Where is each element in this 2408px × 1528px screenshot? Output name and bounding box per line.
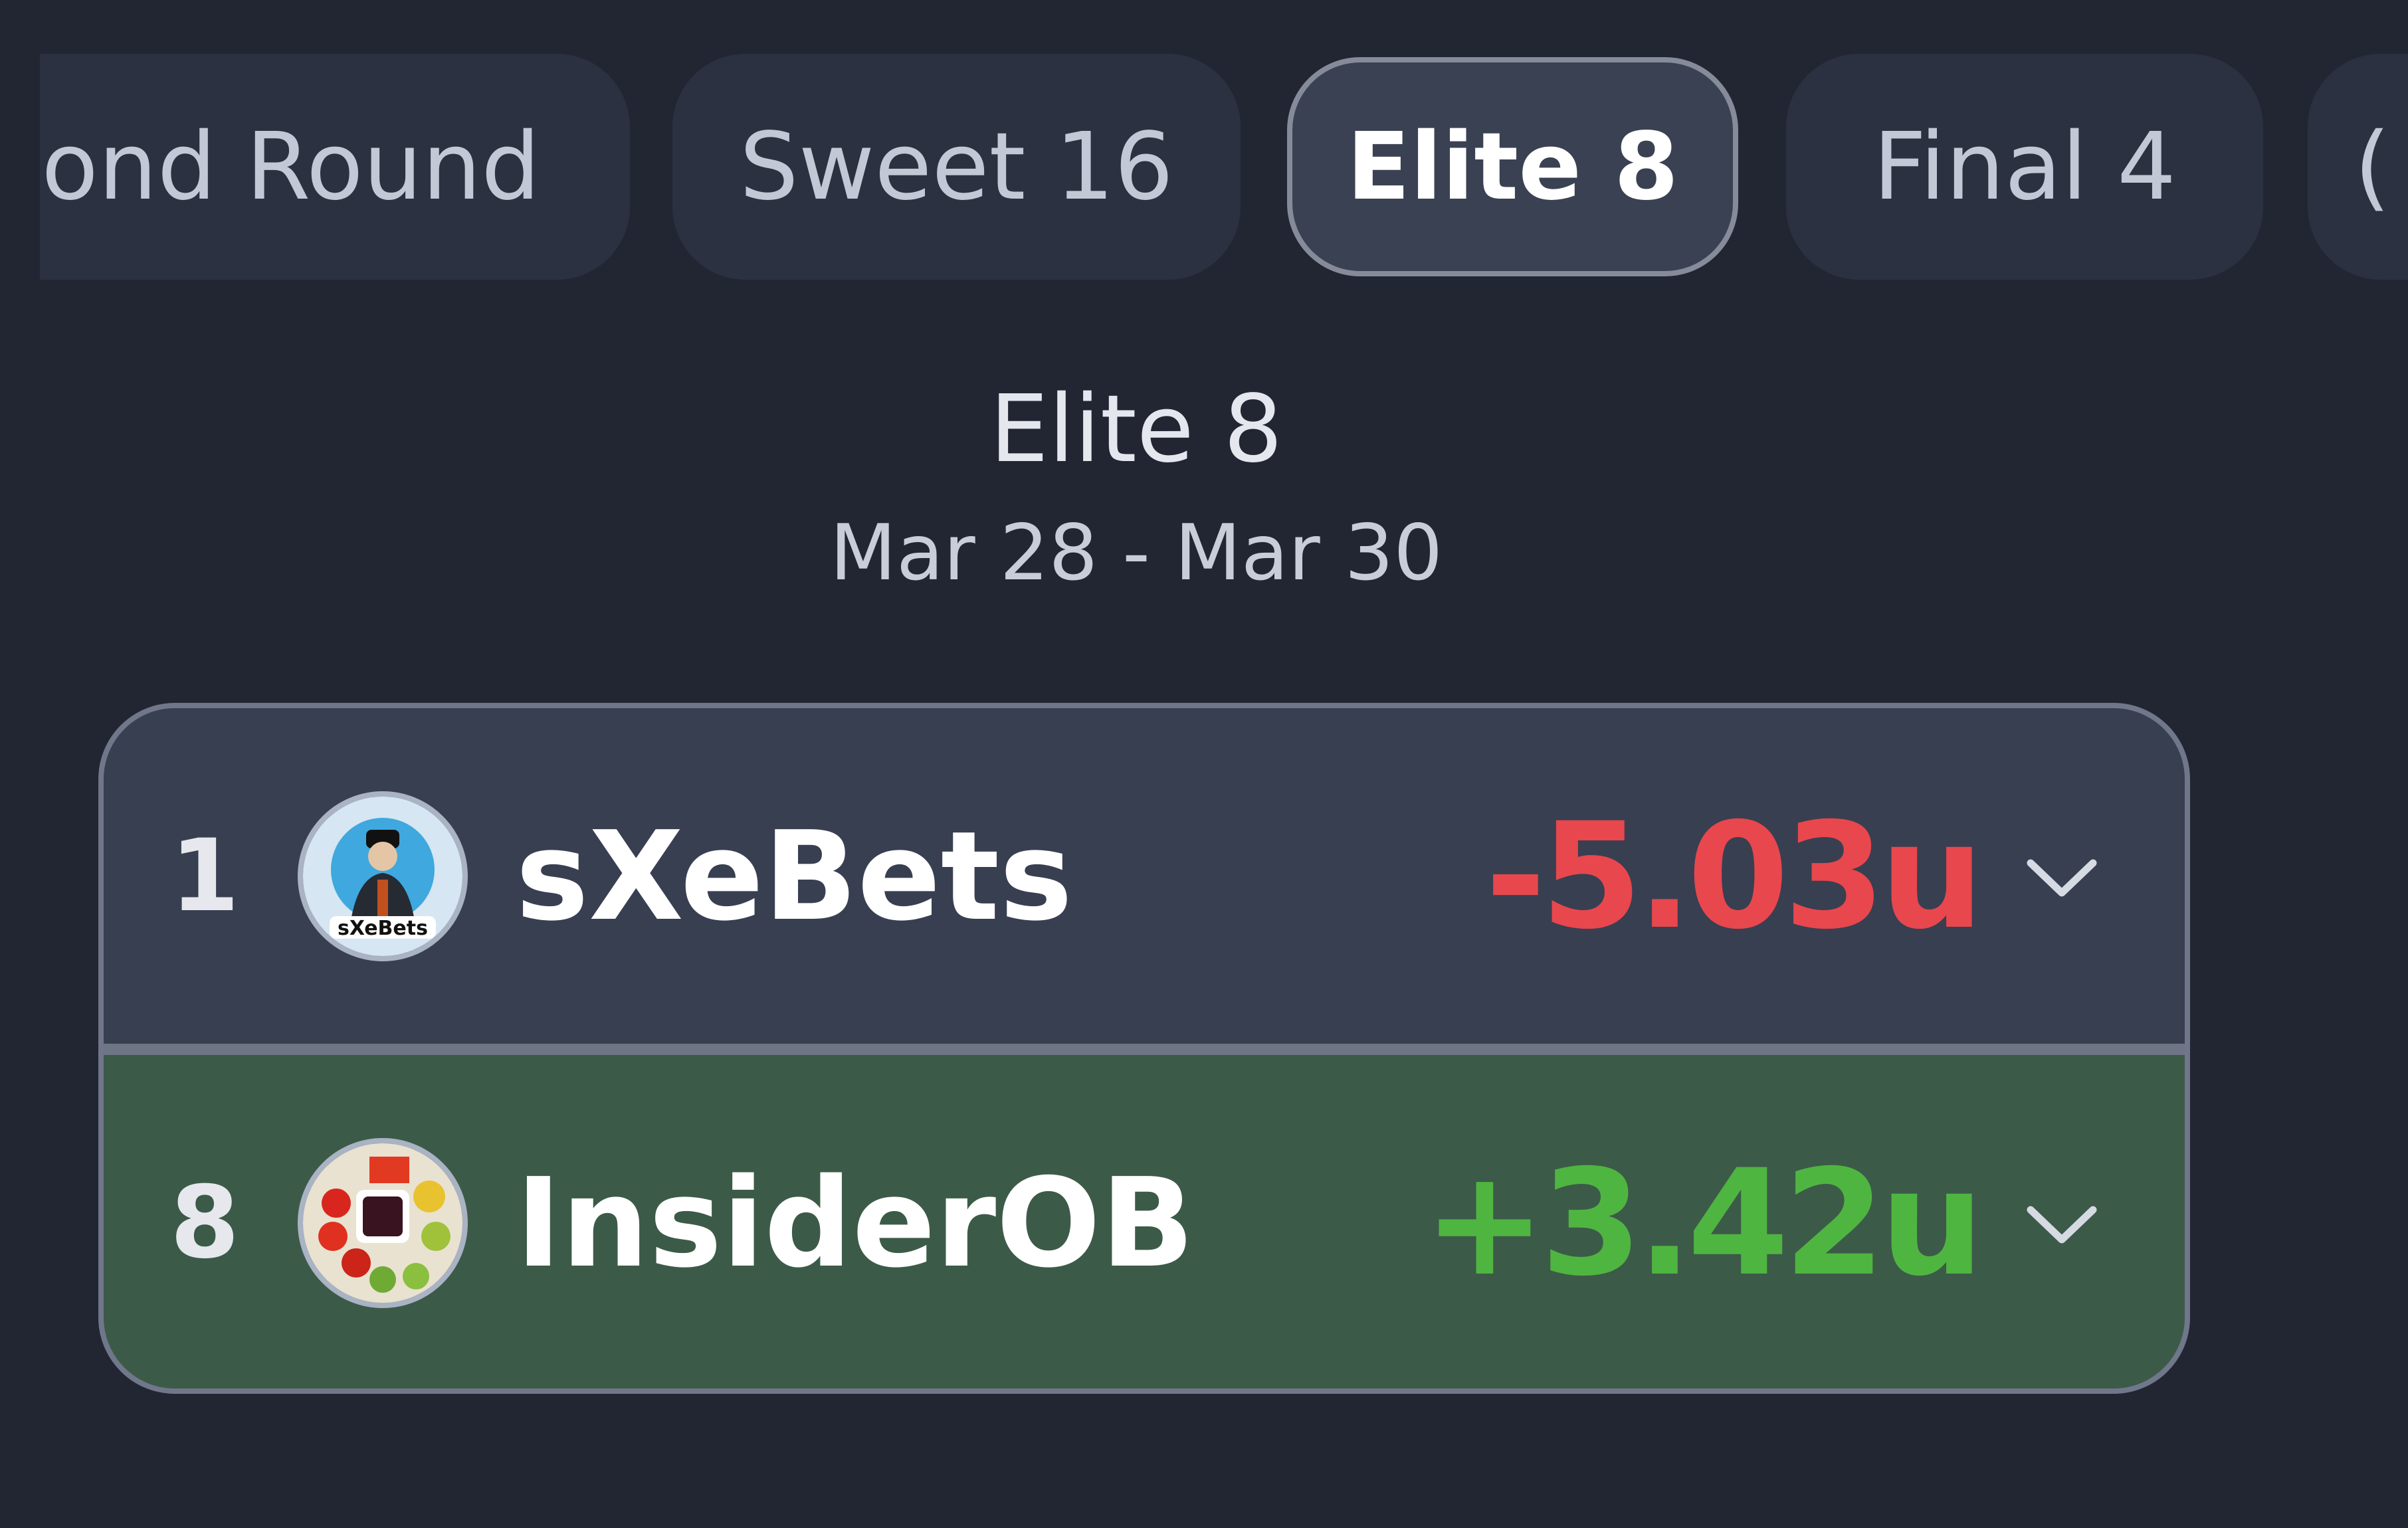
round-title: Elite 8: [989, 375, 1283, 484]
matchup-row[interactable]: 1 sXeBets sXeBets -5.03u: [104, 708, 2185, 1044]
result-units: -5.03u: [1485, 791, 1984, 961]
seed: 1: [170, 818, 240, 934]
result-units: +3.42u: [1423, 1137, 1984, 1308]
cartoon-avatar-icon: sXeBets: [298, 791, 468, 961]
chevron-down-icon[interactable]: [2025, 1187, 2098, 1260]
veggie-platter-avatar-icon: [298, 1137, 468, 1308]
round-dates: Mar 28 - Mar 30: [829, 508, 1443, 598]
tab-label: (: [2354, 112, 2391, 221]
matchup-row[interactable]: 8 InsiderOB +3.42u: [104, 1055, 2185, 1388]
chevron-down-icon[interactable]: [2025, 840, 2098, 913]
tab-sweet-16[interactable]: Sweet 16: [672, 54, 1241, 280]
player-name: sXeBets: [516, 804, 1073, 948]
tab-second-round[interactable]: cond Round: [40, 54, 630, 280]
matchup-card: 1 sXeBets sXeBets -5.03u 8: [98, 703, 2190, 1394]
tab-elite-8[interactable]: Elite 8: [1287, 57, 1738, 276]
tab-label: Elite 8: [1346, 112, 1679, 221]
tab-label: Sweet 16: [739, 112, 1174, 221]
tab-championship[interactable]: (: [2308, 54, 2408, 280]
player-name: InsiderOB: [516, 1151, 1195, 1295]
seed: 8: [170, 1165, 240, 1281]
avatar-logo-text: sXeBets: [338, 917, 428, 940]
tab-label: Final 4: [1872, 112, 2177, 221]
tab-label: cond Round: [40, 112, 540, 221]
tab-final-4[interactable]: Final 4: [1786, 54, 2263, 280]
